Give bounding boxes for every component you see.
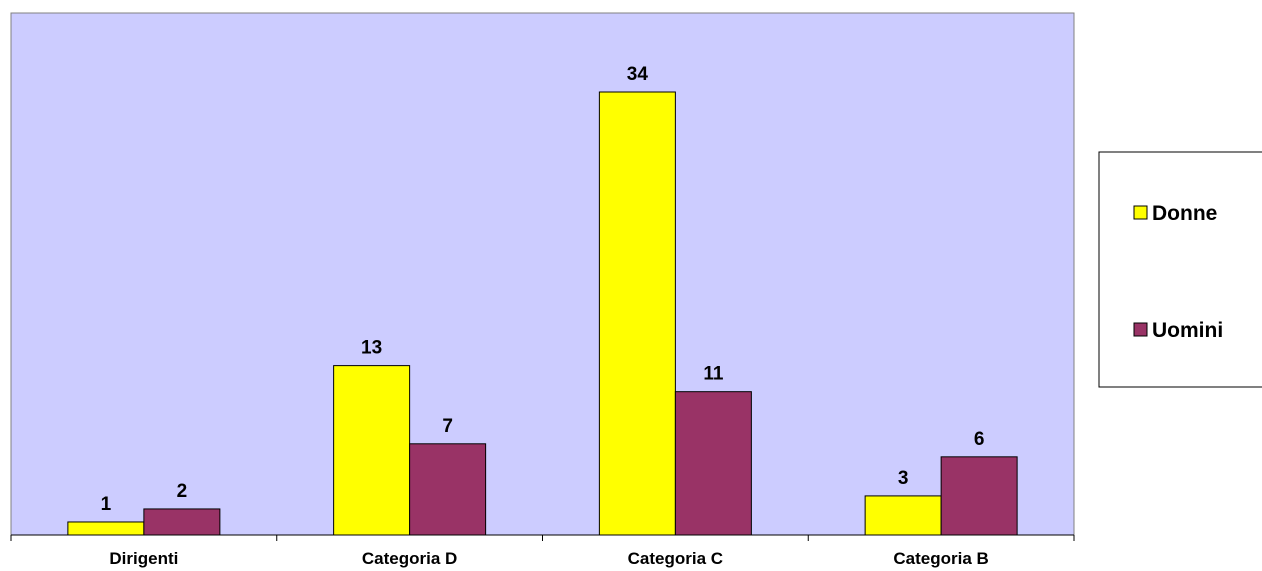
x-tick-label-categoria-b: Categoria B xyxy=(893,549,988,568)
x-axis-tick-labels: Dirigenti Categoria D Categoria C Categoria… xyxy=(109,549,988,568)
bar-donne-categoria-b xyxy=(864,495,942,536)
bars-layer xyxy=(67,91,1018,536)
x-axis-ticks xyxy=(10,535,1075,541)
bar-uomini-categoria-d xyxy=(409,443,487,536)
x-tick-label-dirigenti: Dirigenti xyxy=(109,549,178,568)
bar-donne-categoria-c xyxy=(598,91,676,536)
data-label-uomini-categoria-b: 6 xyxy=(974,429,985,450)
data-label-donne-categoria-b: 3 xyxy=(898,468,909,489)
data-label-donne-categoria-d: 13 xyxy=(361,338,382,359)
data-labels-layer: 1 2 13 7 34 11 3 6 xyxy=(101,64,985,515)
x-tick-label-categoria-c: Categoria C xyxy=(628,549,723,568)
legend: Donne Uomini xyxy=(1098,151,1262,388)
legend-label-donne: Donne xyxy=(1152,202,1217,225)
bar-uomini-categoria-b xyxy=(940,456,1018,536)
data-label-donne-categoria-c: 34 xyxy=(627,64,649,85)
data-label-uomini-categoria-c: 11 xyxy=(703,364,724,385)
bar-uomini-dirigenti xyxy=(143,508,221,536)
legend-swatch-uomini xyxy=(1133,322,1148,337)
x-tick-label-categoria-d: Categoria D xyxy=(362,549,457,568)
legend-label-uomini: Uomini xyxy=(1152,319,1223,342)
data-label-uomini-categoria-d: 7 xyxy=(442,416,453,437)
legend-swatch-donne xyxy=(1133,205,1148,220)
bar-donne-dirigenti xyxy=(67,521,145,536)
data-label-donne-dirigenti: 1 xyxy=(101,494,112,515)
plot-area xyxy=(10,12,1075,536)
bar-donne-categoria-d xyxy=(333,365,411,536)
bar-uomini-categoria-c xyxy=(674,391,752,536)
legend-frame xyxy=(1098,151,1262,388)
data-label-uomini-dirigenti: 2 xyxy=(177,481,188,502)
